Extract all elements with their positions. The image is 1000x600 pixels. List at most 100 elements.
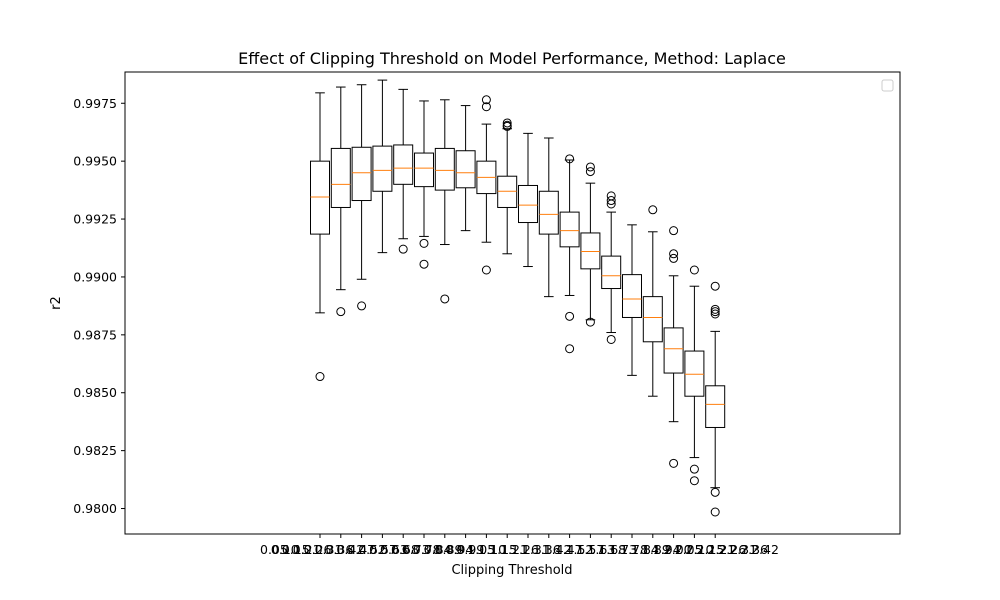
box-5	[414, 100, 434, 269]
y-tick-label-1: 0.9825	[73, 443, 117, 458]
x-axis: 0.050.100.150.210.260.310.360.420.470.52…	[260, 534, 779, 557]
x-tick-label-21: 1.15	[489, 542, 517, 557]
box-15	[622, 224, 642, 376]
box-rect-16	[642, 296, 663, 343]
x-tick-label-20: 1.10	[478, 542, 506, 557]
box-13	[580, 162, 601, 327]
box-18	[684, 265, 705, 486]
x-tick-label-25: 1.36	[533, 542, 561, 557]
x-tick-label-18: 0.99	[456, 542, 484, 557]
box-rect-13	[580, 232, 601, 270]
flier-12-0	[565, 154, 575, 164]
box-17	[663, 226, 684, 468]
x-tick-label-24: 1.31	[522, 542, 550, 557]
y-tick-label-0: 0.9800	[73, 501, 117, 516]
x-tick-label-0: 0.05	[260, 542, 288, 557]
x-tick-label-12: 0.68	[391, 542, 419, 557]
x-tick-label-30: 1.63	[587, 542, 615, 557]
y-tick-label-7: 0.9975	[73, 96, 117, 111]
flier-8-1	[481, 102, 491, 112]
x-tick-label-11: 0.63	[380, 542, 408, 557]
flier-14-1	[606, 196, 616, 206]
flier-12-2	[565, 344, 575, 354]
x-tick-label-19: 1.05	[467, 542, 495, 557]
x-tick-label-2: 0.15	[282, 542, 310, 557]
flier-17-2	[669, 253, 679, 263]
box-4	[393, 88, 414, 254]
flier-18-1	[689, 464, 699, 474]
box-9	[497, 118, 518, 255]
flier-13-0	[585, 162, 595, 172]
x-tick-label-29: 1.57	[576, 542, 604, 557]
x-tick-label-31: 1.68	[598, 542, 626, 557]
flier-6-0	[440, 294, 450, 304]
x-tick-label-35: 1.89	[642, 542, 670, 557]
flier-17-3	[669, 458, 679, 468]
x-tick-label-40: 2.15	[697, 542, 725, 557]
box-rect-19	[705, 385, 726, 428]
box-6	[434, 99, 455, 304]
flier-5-0	[419, 238, 429, 248]
box-11	[538, 137, 559, 298]
flier-18-0	[689, 265, 699, 275]
y-axis: 0.9800 0.9825 0.9850 0.9875 0.9900 0.9925 0.99…	[73, 96, 125, 516]
x-tick-label-6: 0.36	[325, 542, 353, 557]
box-3	[372, 79, 393, 254]
x-tick-label-41: 2.21	[707, 542, 735, 557]
box-1	[330, 86, 351, 317]
plot-area	[310, 79, 726, 517]
box-rect-14	[601, 255, 622, 290]
x-tick-label-9: 0.52	[358, 542, 386, 557]
flier-0-0	[315, 372, 325, 382]
x-tick-label-26: 1.42	[544, 542, 572, 557]
flier-17-0	[669, 226, 679, 236]
flier-13-2	[585, 317, 595, 327]
x-tick-label-5: 0.31	[315, 542, 343, 557]
x-tick-label-1: 0.10	[271, 542, 299, 557]
flier-19-0	[710, 281, 720, 291]
x-tick-label-34: 1.84	[631, 542, 659, 557]
x-tick-label-7: 0.42	[336, 542, 364, 557]
box-0	[310, 92, 330, 382]
x-tick-label-27: 1.47	[555, 542, 583, 557]
x-tick-label-43: 2.31	[729, 542, 757, 557]
x-tick-label-8: 0.47	[347, 542, 375, 557]
box-rect-18	[684, 350, 705, 397]
box-rect-1	[330, 147, 351, 208]
x-tick-label-4: 0.26	[304, 542, 332, 557]
flier-14-3	[606, 334, 616, 344]
y-tick-label-6: 0.9950	[73, 154, 117, 169]
box-rect-3	[372, 145, 393, 192]
box-8	[476, 95, 497, 275]
x-tick-label-17: 0.94	[446, 542, 474, 557]
flier-19-5	[710, 507, 720, 517]
y-tick-label-2: 0.9850	[73, 385, 117, 400]
y-tick-label-3: 0.9875	[73, 327, 117, 342]
box-rect-9	[497, 175, 518, 208]
box-rect-15	[622, 274, 642, 318]
flier-17-1	[669, 249, 679, 259]
box-19	[705, 281, 726, 517]
box-12	[559, 154, 580, 354]
x-tick-label-15: 0.84	[424, 542, 452, 557]
flier-16-0	[648, 205, 658, 215]
box-rect-4	[393, 144, 414, 185]
legend-box	[881, 79, 894, 92]
flier-19-1	[710, 304, 720, 314]
x-axis-label: Clipping Threshold	[451, 563, 572, 578]
flier-9-2	[502, 121, 512, 131]
box-14	[601, 191, 622, 344]
flier-1-0	[336, 307, 346, 317]
flier-19-4	[710, 487, 720, 497]
x-tick-label-39: 2.10	[686, 542, 714, 557]
flier-9-0	[502, 118, 512, 128]
x-tick-label-38: 2.05	[675, 542, 703, 557]
x-tick-label-14: 0.78	[413, 542, 441, 557]
flier-18-2	[689, 476, 699, 486]
box-rect-10	[518, 184, 538, 224]
x-tick-label-10: 0.57	[369, 542, 397, 557]
flier-13-1	[585, 167, 595, 177]
x-tick-label-22: 1.21	[500, 542, 528, 557]
x-tick-label-42: 2.26	[718, 542, 746, 557]
